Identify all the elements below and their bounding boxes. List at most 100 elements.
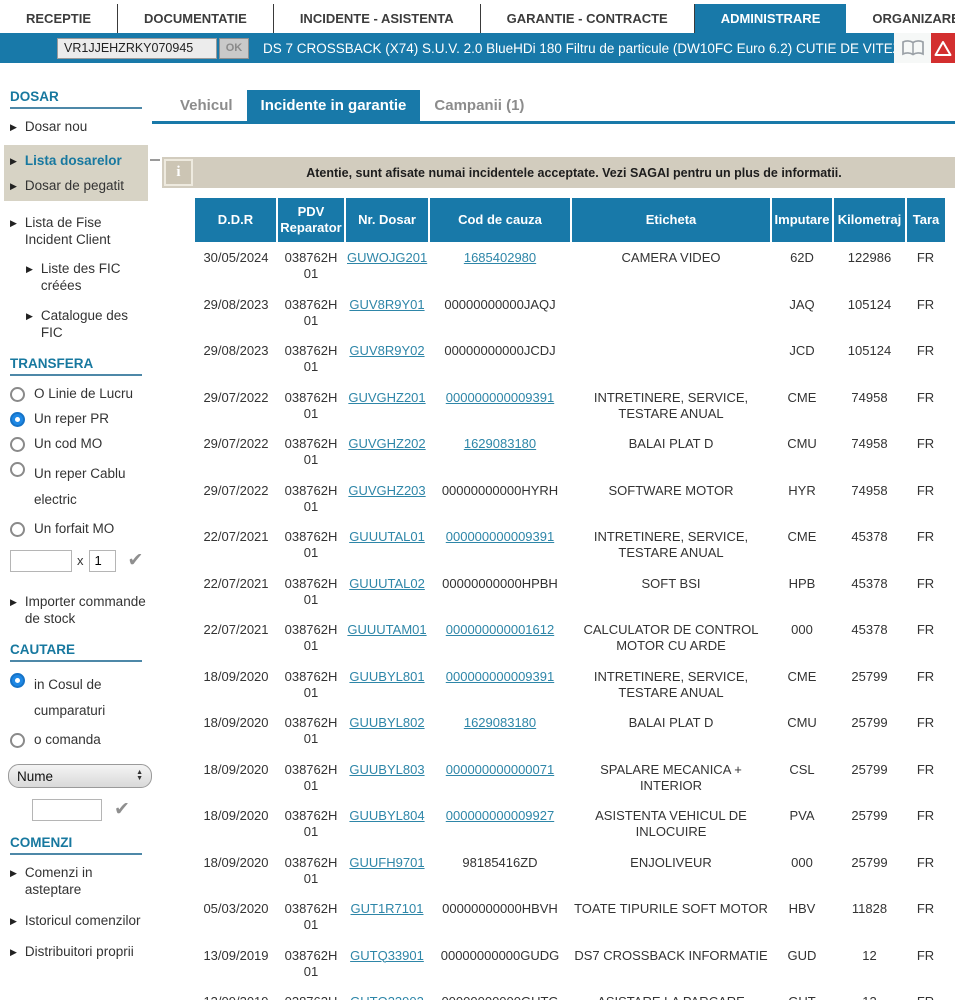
cell-imputare: HBV — [788, 901, 816, 916]
cell-cod-de-cauza[interactable]: 000000000001612 — [429, 614, 571, 661]
radio-forfait-mo[interactable]: Un forfait MO — [10, 521, 148, 538]
nav-documentatie[interactable]: DOCUMENTATIE — [118, 4, 274, 33]
dosar-link[interactable]: GUV8R9Y01 — [349, 296, 425, 312]
cod-cauza-link[interactable]: 000000000009391 — [445, 529, 555, 544]
cell-cod-de-cauza[interactable]: 000000000009391 — [429, 382, 571, 429]
dosar-link[interactable]: GUUUTAL01 — [349, 529, 425, 544]
tab-campanii[interactable]: Campanii (1) — [434, 97, 525, 114]
cod-cauza-link[interactable]: 000000000009927 — [445, 808, 555, 823]
nav-receptie[interactable]: RECEPTIE — [0, 4, 119, 33]
sidebar-item-istoricul-comenzilor[interactable]: ▶ Istoricul comenzilor — [10, 913, 148, 930]
cell-imputare: GUD — [787, 947, 817, 963]
cell-nr-dosar[interactable]: GUUBYL801 — [345, 661, 429, 708]
sidebar-item-dosar-nou[interactable]: ▶ Dosar nou — [10, 119, 148, 136]
dosar-link[interactable]: GUUBYL802 — [349, 715, 425, 730]
sidebar-item-catalogue-fic[interactable]: ▶ Catalogue des FIC — [26, 308, 148, 342]
dosar-link[interactable]: GUVGHZ202 — [348, 436, 426, 451]
radio-reper-pr[interactable]: Un reper PR — [10, 411, 148, 427]
reference-input[interactable] — [10, 549, 72, 572]
cell-nr-dosar[interactable]: GUV8R9Y02 — [345, 335, 429, 382]
radio-o-comanda[interactable]: o comanda — [10, 732, 148, 749]
cod-cauza-link[interactable]: 000000000009391 — [445, 389, 555, 405]
confirm-check-icon[interactable]: ✔ — [127, 550, 144, 572]
cell-nr-dosar[interactable]: GUUUTAL01 — [345, 521, 429, 568]
dosar-link[interactable]: GUTQ33902 — [350, 994, 424, 1000]
search-check-icon[interactable]: ✔ — [114, 799, 130, 821]
cell-cod-de-cauza: 00000000000JAQJ — [444, 296, 556, 312]
cell-cod-de-cauza[interactable]: 000000000009927 — [429, 800, 571, 847]
dosar-link[interactable]: GUV8R9Y02 — [349, 343, 425, 358]
nume-select[interactable]: Nume ▲ ▼ — [8, 764, 152, 789]
cell-nr-dosar[interactable]: GUVGHZ203 — [345, 475, 429, 522]
dosar-link[interactable]: GUUBYL803 — [349, 761, 425, 777]
cell-nr-dosar[interactable]: GUV8R9Y01 — [345, 289, 429, 336]
cell-cod-de-cauza[interactable]: 000000000009391 — [429, 661, 571, 708]
dosar-link[interactable]: GUUFH9701 — [349, 854, 425, 870]
cell-nr-dosar[interactable]: GUUUTAL02 — [345, 568, 429, 615]
dosar-link[interactable]: GUUUTAM01 — [347, 622, 427, 637]
cell-nr-dosar[interactable]: GUUBYL804 — [345, 800, 429, 847]
cell-nr-dosar[interactable]: GUVGHZ202 — [345, 428, 429, 475]
dosar-link[interactable]: GUWOJG201 — [347, 250, 428, 265]
dosar-link[interactable]: GUVGHZ203 — [348, 482, 426, 498]
dosar-link[interactable]: GUTQ33901 — [350, 947, 424, 963]
warning-icon[interactable] — [931, 33, 955, 63]
cell-nr-dosar[interactable]: GUUBYL803 — [345, 754, 429, 801]
cod-cauza-link[interactable]: 1629083180 — [463, 715, 537, 730]
dosar-link[interactable]: GUT1R7101 — [350, 901, 424, 916]
radio-linie-de-lucru[interactable]: O Linie de Lucru — [10, 386, 148, 402]
sidebar-item-distribuitori-proprii[interactable]: ▶ Distribuitori proprii — [10, 944, 148, 961]
cell-cod-de-cauza[interactable]: 000000000000071 — [429, 754, 571, 801]
nav-organizare[interactable]: ORGANIZARE — [872, 11, 955, 26]
cod-cauza-link[interactable]: 000000000009391 — [445, 668, 555, 684]
cell-tara: FR — [916, 668, 935, 684]
radio-reper-cablu[interactable]: Un reper Cablu electric — [10, 461, 148, 512]
radio-cod-mo[interactable]: Un cod MO — [10, 436, 148, 452]
dosar-link[interactable]: GUUBYL804 — [349, 808, 425, 823]
cell-nr-dosar[interactable]: GUWOJG201 — [345, 242, 429, 289]
cell-cod-de-cauza[interactable]: 1629083180 — [429, 707, 571, 754]
cell-nr-dosar[interactable]: GUUUTAM01 — [345, 614, 429, 661]
cod-cauza-link[interactable]: 000000000001612 — [445, 622, 555, 637]
sidebar-item-comenzi-asteptare[interactable]: ▶ Comenzi in asteptare — [10, 865, 148, 899]
cell-nr-dosar[interactable]: GUTQ33901 — [345, 940, 429, 987]
cell-nr-dosar[interactable]: GUUFH9701 — [345, 847, 429, 894]
cell-nr-dosar[interactable]: GUVGHZ201 — [345, 382, 429, 429]
nav-administrare[interactable]: ADMINISTRARE — [694, 4, 847, 33]
tab-incidente-in-garantie[interactable]: Incidente in garantie — [246, 90, 421, 121]
book-icon[interactable] — [894, 33, 931, 63]
nav-incidente-asistenta[interactable]: INCIDENTE - ASISTENTA — [274, 4, 481, 33]
radio-cosul-cumparaturi[interactable]: in Cosul de cumparaturi — [10, 672, 148, 723]
dosar-link[interactable]: GUVGHZ201 — [348, 389, 426, 405]
cell-nr-dosar[interactable]: GUUBYL802 — [345, 707, 429, 754]
cell-tara: FR — [916, 901, 935, 916]
nav-garantie-contracte[interactable]: GARANTIE - CONTRACTE — [481, 4, 695, 33]
cell-nr-dosar[interactable]: GUTQ33902 — [345, 986, 429, 1000]
vin-input[interactable] — [57, 37, 217, 59]
search-value-input[interactable] — [32, 798, 102, 821]
cell-cod-de-cauza[interactable]: 1685402980 — [429, 242, 571, 289]
cell-nr-dosar[interactable]: GUT1R7101 — [345, 893, 429, 940]
quantity-input[interactable] — [88, 549, 116, 572]
select-updown-icon: ▲ ▼ — [136, 768, 143, 783]
sidebar-item-importer-commande[interactable]: ▶ Importer commande de stock — [10, 594, 148, 628]
dosar-link[interactable]: GUUBYL801 — [349, 668, 425, 684]
cell-imputare: 000 — [791, 854, 813, 870]
sidebar-item-lista-fise[interactable]: ▶ Lista de Fise Incident Client — [10, 215, 148, 249]
vin-ok-button[interactable]: OK — [219, 37, 249, 59]
cod-cauza-link[interactable]: 1685402980 — [463, 250, 537, 265]
table-row: 22/07/2021 038762H 01 GUUUTAL01 000000000009… — [195, 521, 945, 568]
cell-cod-de-cauza[interactable]: 000000000009391 — [429, 521, 571, 568]
cod-cauza-link[interactable]: 1629083180 — [463, 436, 537, 451]
sidebar-item-dosar-de-pegatit[interactable]: ▶ Dosar de pegatit — [10, 178, 146, 195]
cell-cod-de-cauza[interactable]: 1629083180 — [429, 428, 571, 475]
sidebar-item-liste-fic[interactable]: ▶ Liste des FIC créées — [26, 261, 148, 295]
cod-cauza-link[interactable]: 000000000000071 — [445, 761, 555, 777]
cell-cod-de-cauza: 00000000000HPBH — [442, 575, 558, 591]
tab-vehicul[interactable]: Vehicul — [180, 97, 233, 114]
dosar-link[interactable]: GUUUTAL02 — [349, 575, 425, 591]
sidebar-item-lista-dosarelor[interactable]: ▶ Lista dosarelor — [10, 153, 146, 170]
